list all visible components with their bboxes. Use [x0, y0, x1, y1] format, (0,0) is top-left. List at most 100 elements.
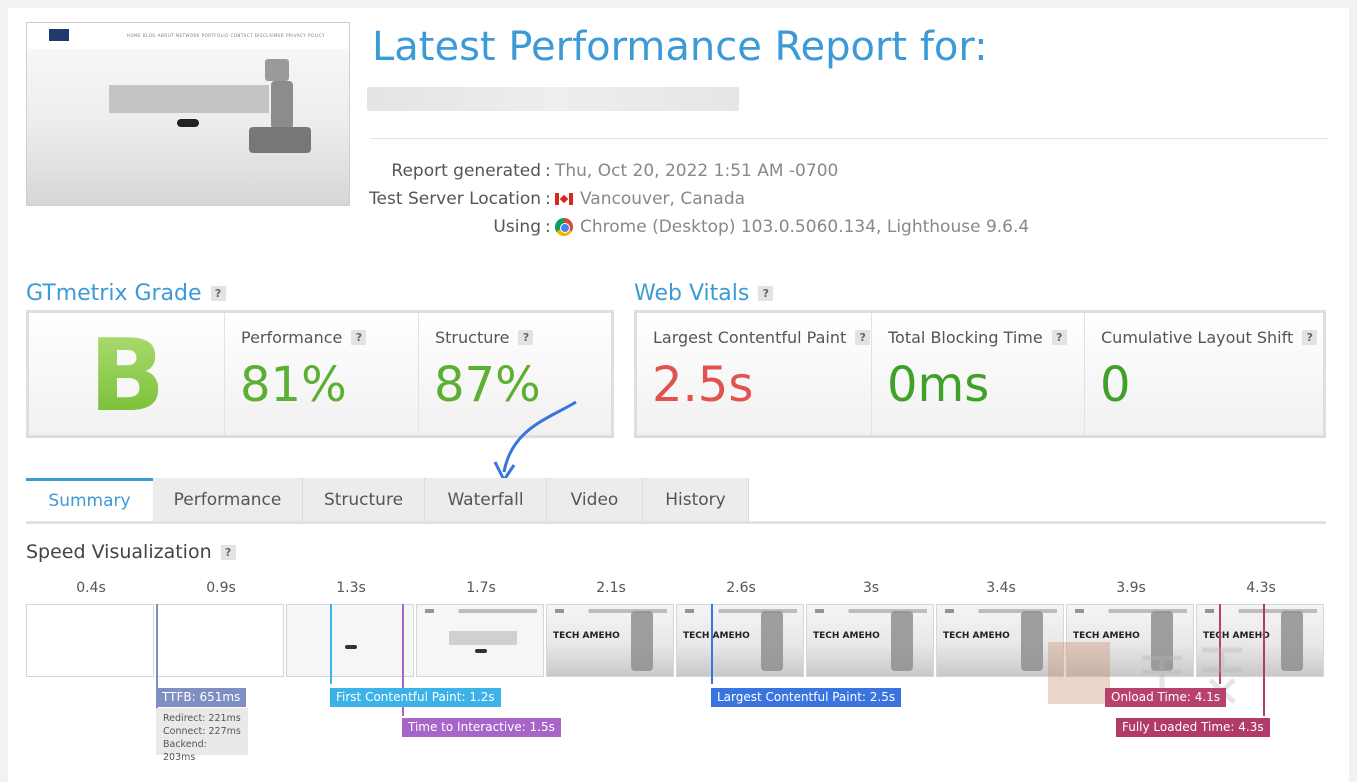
frame-content — [1021, 611, 1043, 671]
frame-content — [945, 609, 1057, 613]
meta-colon: : — [545, 217, 551, 237]
help-icon[interactable]: ? — [758, 286, 774, 301]
label-text: Total Blocking Time — [888, 328, 1043, 347]
lcp-value: 2.5s — [652, 357, 754, 413]
frame-content — [1151, 611, 1173, 671]
meta-server-location: Test Server Location: Vancouver, Canada — [300, 188, 1300, 210]
frame-content — [555, 609, 667, 613]
filmstrip-frame[interactable]: TECH AMEHO — [1196, 604, 1324, 677]
frame-content — [631, 611, 653, 671]
frame-brand-text: TECH AMEHO — [943, 631, 1010, 641]
watermark-logo-icon — [1048, 642, 1242, 705]
lcp-label: Largest Contentful Paint? — [653, 328, 871, 347]
onload-label[interactable]: Onload Time: 4.1s — [1105, 688, 1227, 707]
ttfb-backend: Backend: 203ms — [163, 739, 207, 763]
frame-content — [761, 611, 783, 671]
tab-history[interactable]: History — [643, 478, 749, 521]
lcp-cell: Largest Contentful Paint? 2.5s — [637, 313, 872, 435]
tab-performance[interactable]: Performance — [153, 478, 303, 521]
thumbnail-navbar: HOME BLOG ABOUT NETWORK PORTFOLIO CONTAC… — [27, 23, 349, 49]
meta-colon: : — [545, 161, 551, 181]
label-text: Largest Contentful Paint — [653, 328, 847, 347]
filmstrip-time: 3.9s — [1116, 580, 1146, 596]
web-vitals-heading: Web Vitals ? — [634, 281, 774, 306]
filmstrip-frame[interactable]: TECH AMEHO — [676, 604, 804, 677]
label-text: Performance — [241, 328, 343, 347]
filmstrip-time: 3s — [862, 580, 880, 596]
canada-flag-icon — [555, 193, 573, 205]
filmstrip-time: 1.7s — [466, 580, 496, 596]
filmstrip-frame[interactable] — [286, 604, 414, 677]
fully-loaded-marker-line — [1263, 604, 1265, 716]
tab-video[interactable]: Video — [547, 478, 643, 521]
section-title: Web Vitals — [634, 281, 750, 306]
window-frame-left — [0, 0, 8, 782]
thumbnail-robot-image — [249, 127, 311, 153]
cls-label: Cumulative Layout Shift? — [1101, 328, 1318, 347]
window-frame-top — [0, 0, 1357, 8]
report-title: Latest Performance Report for: — [372, 24, 988, 70]
filmstrip-time: 0.9s — [206, 580, 236, 596]
ttfb-label[interactable]: TTFB: 651ms — [156, 688, 247, 707]
filmstrip-frame[interactable]: TECH AMEHO — [1066, 604, 1194, 677]
section-title: GTmetrix Grade — [26, 281, 202, 306]
grade-letter: B — [89, 317, 166, 434]
frame-content — [345, 645, 357, 649]
frame-content — [1281, 611, 1303, 671]
frame-brand-text: TECH AMEHO — [1073, 631, 1140, 641]
chrome-icon — [555, 218, 573, 236]
fcp-marker-line — [330, 604, 332, 684]
filmstrip: TECH AMEHO TECH AMEHO TECH AMEHO TECH AM… — [26, 604, 1326, 678]
ttfb-breakdown: Redirect: 221ms Connect: 227ms Backend: … — [156, 708, 248, 763]
filmstrip-frame[interactable] — [26, 604, 154, 677]
filmstrip-frame[interactable]: TECH AMEHO — [546, 604, 674, 677]
meta-value: Thu, Oct 20, 2022 1:51 AM -0700 — [555, 161, 838, 181]
ttfb-connect: Connect: 227ms — [163, 726, 241, 737]
lcp-label[interactable]: Largest Contentful Paint: 2.5s — [711, 688, 902, 707]
tbt-cell: Total Blocking Time? 0ms — [872, 313, 1085, 435]
meta-value-text: Chrome (Desktop) 103.0.5060.134, Lightho… — [580, 217, 1030, 237]
filmstrip-frame[interactable]: TECH AMEHO — [936, 604, 1064, 677]
tti-label[interactable]: Time to Interactive: 1.5s — [402, 718, 561, 737]
label-text: Structure — [435, 328, 510, 347]
frame-brand-text: TECH AMEHO — [683, 631, 750, 641]
web-vitals-panel: Largest Contentful Paint? 2.5s Total Blo… — [634, 310, 1326, 438]
speed-visualization-heading: Speed Visualization ? — [26, 541, 236, 563]
fully-loaded-label[interactable]: Fully Loaded Time: 4.3s — [1116, 718, 1270, 737]
thumbnail-button — [177, 119, 199, 127]
tab-summary[interactable]: Summary — [26, 478, 153, 521]
lcp-marker-line — [711, 604, 713, 684]
help-icon[interactable]: ? — [518, 330, 534, 345]
frame-content — [1205, 609, 1317, 613]
label-text: Cumulative Layout Shift — [1101, 328, 1294, 347]
filmstrip-time: 4.3s — [1246, 580, 1276, 596]
page-screenshot-thumbnail: HOME BLOG ABOUT NETWORK PORTFOLIO CONTAC… — [26, 22, 350, 206]
help-icon[interactable]: ? — [220, 544, 236, 560]
thumbnail-robot-image — [265, 59, 289, 81]
help-icon[interactable]: ? — [1051, 330, 1067, 345]
help-icon[interactable]: ? — [855, 330, 871, 345]
cls-cell: Cumulative Layout Shift? 0 — [1085, 313, 1323, 435]
filmstrip-frame[interactable]: TECH AMEHO — [806, 604, 934, 677]
filmstrip-time: 0.4s — [76, 580, 106, 596]
section-title: Speed Visualization — [26, 541, 212, 563]
help-icon[interactable]: ? — [210, 286, 226, 301]
filmstrip-time: 2.6s — [726, 580, 756, 596]
meta-label: Report generated — [391, 161, 541, 181]
filmstrip-time: 2.1s — [596, 580, 626, 596]
help-icon[interactable]: ? — [351, 330, 367, 345]
tested-url-redacted[interactable] — [367, 87, 739, 111]
filmstrip-frame[interactable] — [156, 604, 284, 677]
window-frame-right — [1349, 0, 1357, 782]
tab-structure[interactable]: Structure — [303, 478, 425, 521]
meta-label: Test Server Location — [369, 189, 541, 209]
tab-waterfall[interactable]: Waterfall — [425, 478, 547, 521]
filmstrip-timestamps: 0.4s 0.9s 1.3s 1.7s 2.1s 2.6s 3s 3.4s 3.… — [26, 580, 1326, 600]
fcp-label[interactable]: First Contentful Paint: 1.2s — [330, 688, 501, 707]
frame-brand-text: TECH AMEHO — [813, 631, 880, 641]
meta-value: Chrome (Desktop) 103.0.5060.134, Lightho… — [555, 217, 1029, 237]
meta-colon: : — [545, 189, 551, 209]
tbt-label: Total Blocking Time? — [888, 328, 1067, 347]
filmstrip-frame[interactable] — [416, 604, 544, 677]
help-icon[interactable]: ? — [1302, 330, 1318, 345]
